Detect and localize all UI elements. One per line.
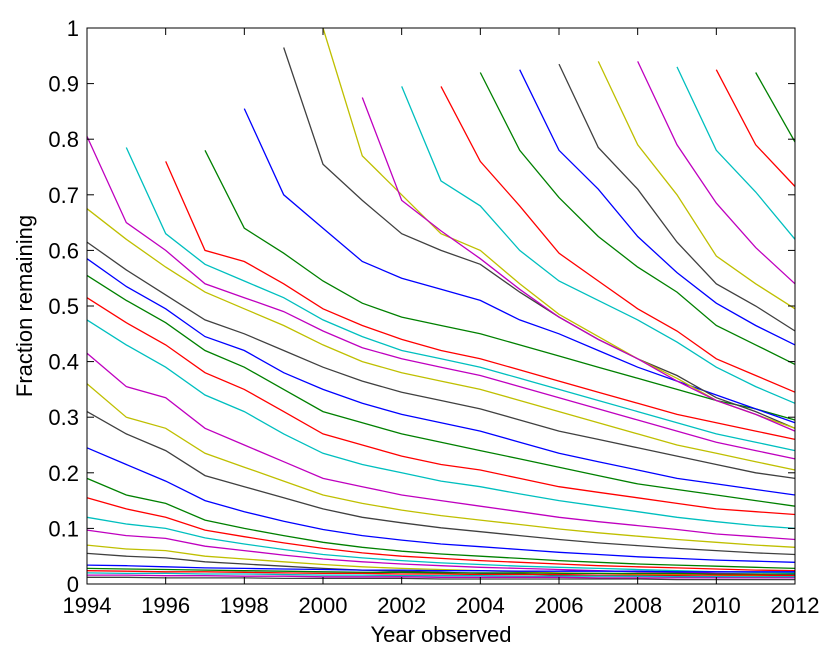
y-axis-label: Fraction remaining: [12, 215, 37, 397]
series-line-37: [676, 66, 796, 240]
x-tick-label-8: 2010: [692, 593, 741, 618]
series-line-27: [283, 47, 796, 429]
y-tick-label-10: 1: [67, 16, 79, 41]
series-line-19: [86, 570, 796, 577]
series-line-12: [86, 497, 796, 572]
y-tick-label-3: 0.3: [48, 405, 79, 430]
y-tick-label-1: 0.1: [48, 516, 79, 541]
series-line-39: [755, 72, 796, 143]
y-tick-label-5: 0.5: [48, 294, 79, 319]
series-line-2: [86, 241, 796, 480]
series-line-3: [86, 258, 796, 496]
x-tick-label-7: 2008: [613, 593, 662, 618]
series-line-24: [165, 161, 796, 441]
series-line-6: [86, 319, 796, 530]
y-tick-label-8: 0.8: [48, 127, 79, 152]
x-tick-label-4: 2002: [377, 593, 426, 618]
series-line-20: [86, 572, 795, 578]
series-line-34: [558, 63, 796, 332]
y-tick-label-9: 0.9: [48, 72, 79, 97]
x-tick-label-6: 2006: [535, 593, 584, 618]
series-line-18: [86, 567, 795, 575]
series-line-30: [401, 86, 796, 404]
tick-layer: [86, 27, 796, 585]
series-line-36: [637, 61, 796, 285]
series-layer: [86, 27, 796, 581]
y-tick-label-2: 0.2: [48, 461, 79, 486]
y-tick-labels: 0 0.1 0.2 0.3 0.4 0.5 0.6 0.7 0.8 0.9 1: [48, 16, 79, 597]
y-tick-label-4: 0.4: [48, 350, 79, 375]
y-tick-label-6: 0.6: [48, 238, 79, 263]
series-line-11: [86, 477, 796, 570]
series-line-10: [86, 447, 796, 563]
series-line-33: [519, 69, 796, 346]
series-line-23: [125, 147, 796, 452]
series-line-31: [440, 86, 796, 393]
x-tick-label-2: 1998: [220, 593, 269, 618]
x-tick-label-1: 1996: [141, 593, 190, 618]
series-line-1: [86, 208, 796, 471]
series-line-35: [597, 61, 796, 310]
y-tick-label-7: 0.7: [48, 183, 79, 208]
series-line-13: [86, 516, 796, 574]
series-line-7: [86, 352, 796, 541]
series-line-25: [204, 150, 796, 421]
x-tick-label-5: 2004: [456, 593, 505, 618]
series-line-9: [86, 411, 796, 556]
series-line-8: [86, 383, 796, 548]
x-tick-label-9: 2012: [771, 593, 820, 618]
y-tick-label-0: 0: [67, 572, 79, 597]
series-line-22: [87, 576, 795, 581]
series-line-0: [86, 136, 796, 460]
x-tick-label-3: 2000: [299, 593, 348, 618]
series-line-17: [86, 564, 795, 573]
x-tick-labels: 1994 1996 1998 2000 2002 2004 2006 2008 2010 2012: [63, 593, 820, 618]
x-axis-label: Year observed: [370, 622, 511, 647]
series-line-29: [361, 97, 796, 432]
series-line-38: [715, 69, 796, 187]
x-tick-label-0: 1994: [63, 593, 112, 618]
series-line-21: [87, 574, 795, 579]
plot-area: [87, 28, 795, 584]
series-line-5: [86, 297, 796, 516]
series-line-4: [86, 274, 796, 507]
series-line-32: [479, 72, 796, 365]
